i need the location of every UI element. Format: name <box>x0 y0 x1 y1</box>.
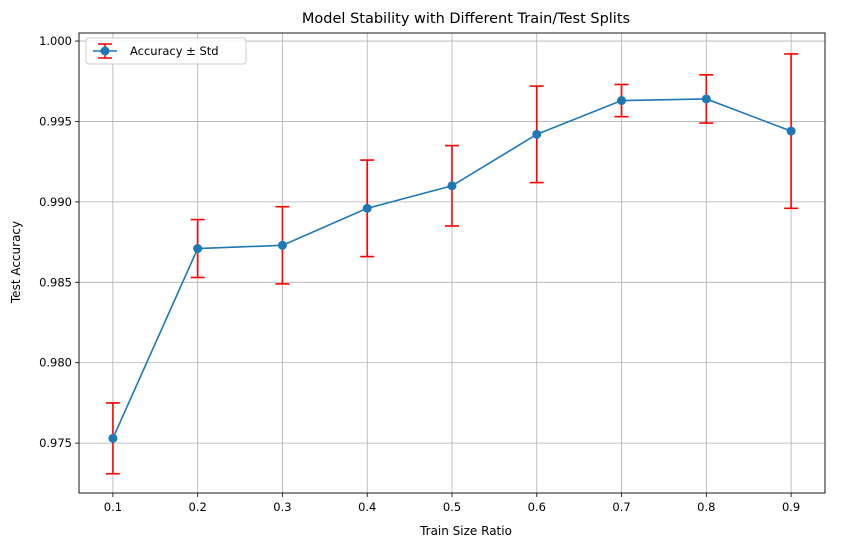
x-tick-label: 0.9 <box>782 500 800 514</box>
data-point <box>193 244 203 254</box>
x-tick-label: 0.5 <box>443 500 461 514</box>
y-tick-label: 0.990 <box>39 195 72 209</box>
x-tick-label: 0.1 <box>104 500 122 514</box>
x-tick-label: 0.3 <box>273 500 291 514</box>
legend: Accuracy ± Std <box>85 37 247 65</box>
data-point <box>701 94 711 104</box>
y-tick-label: 1.000 <box>39 34 72 48</box>
x-tick-label: 0.4 <box>358 500 376 514</box>
data-point <box>108 433 118 443</box>
data-point <box>617 96 627 106</box>
data-point <box>532 129 542 139</box>
x-axis-label: Train Size Ratio <box>419 524 512 538</box>
x-tick-label: 0.2 <box>189 500 207 514</box>
y-tick-label: 0.980 <box>39 356 72 370</box>
chart-title: Model Stability with Different Train/Tes… <box>302 11 630 27</box>
data-point <box>277 240 287 250</box>
data-point <box>447 181 457 191</box>
y-axis-label: Test Accuracy <box>9 221 23 304</box>
series <box>108 94 796 443</box>
x-tick-label: 0.6 <box>528 500 546 514</box>
data-point <box>786 126 796 136</box>
legend-marker <box>100 46 110 56</box>
y-axis-ticks: 0.975 0.980 0.985 0.990 0.995 1.000 <box>39 34 79 450</box>
y-tick-label: 0.995 <box>39 114 72 128</box>
y-tick-label: 0.975 <box>39 436 72 450</box>
data-point <box>362 203 372 213</box>
x-tick-label: 0.7 <box>612 500 630 514</box>
x-tick-label: 0.8 <box>697 500 715 514</box>
y-tick-label: 0.985 <box>39 275 72 289</box>
legend-box <box>85 37 247 65</box>
legend-label: Accuracy ± Std <box>130 44 219 58</box>
x-axis-ticks: 0.1 0.2 0.3 0.4 0.5 0.6 0.7 0.8 0.9 <box>104 493 800 514</box>
